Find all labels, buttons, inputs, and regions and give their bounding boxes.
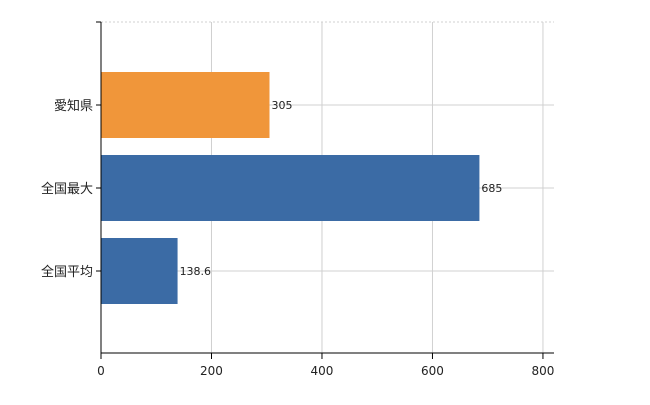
bar — [101, 155, 480, 221]
bar — [101, 238, 178, 304]
bar-value-label: 138.6 — [180, 265, 212, 278]
bar-value-label: 305 — [271, 99, 292, 112]
x-tick-label: 600 — [421, 364, 444, 378]
category-label: 全国最大 — [41, 181, 93, 197]
x-tick-label: 0 — [97, 364, 105, 378]
category-label: 全国平均 — [41, 264, 93, 280]
x-tick-label: 800 — [531, 364, 554, 378]
bar-value-label: 685 — [481, 182, 502, 195]
category-label: 愛知県 — [54, 98, 93, 114]
axis-layer — [96, 21, 554, 359]
bar-layer — [101, 72, 480, 304]
x-tick-label: 200 — [200, 364, 223, 378]
bar — [101, 72, 270, 138]
x-tick-label: 400 — [311, 364, 334, 378]
